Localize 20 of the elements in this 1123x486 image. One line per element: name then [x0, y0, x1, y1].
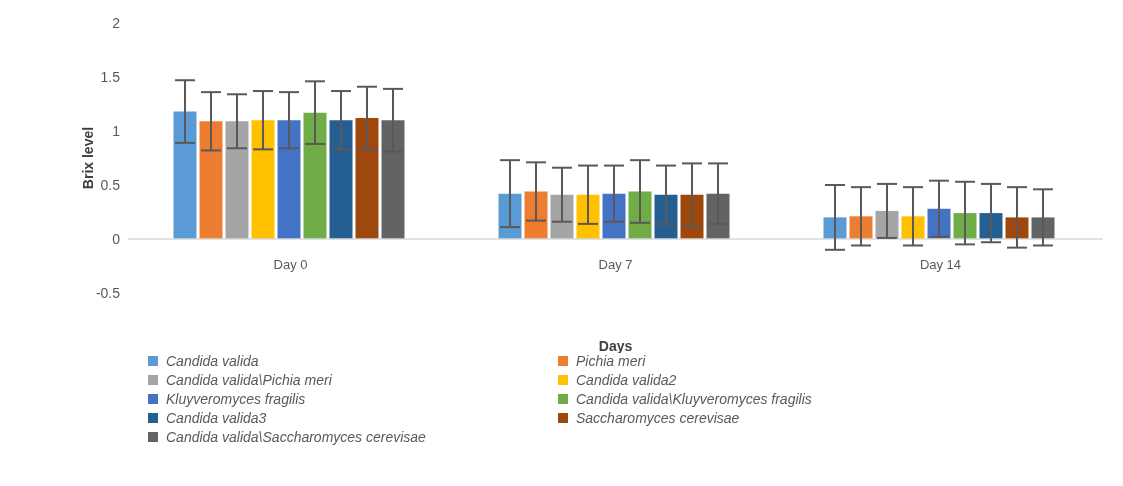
x-tick-label: Day 14: [919, 257, 962, 272]
legend-label: Candida valida\Pichia meri: [166, 372, 332, 388]
legend-label: Candida valida3: [166, 410, 267, 426]
y-tick-label: 0: [112, 230, 121, 247]
y-tick-label: -0.5: [95, 284, 121, 301]
y-tick-label: 0.5: [100, 176, 121, 193]
y-tick-label: 2: [112, 14, 121, 31]
legend-label: Kluyveromyces fragilis: [166, 391, 306, 407]
legend-label: Pichia meri: [576, 353, 646, 369]
legend-label: Saccharomyces cerevisae: [576, 410, 740, 426]
legend-label: Candida valida\Saccharomyces cerevisae: [166, 429, 426, 445]
y-tick-label: 1: [112, 122, 121, 139]
legend-label: Candida valida\Kluyveromyces fragilis: [576, 391, 812, 407]
legend-label: Candida valida2: [576, 372, 677, 388]
x-tick-label: Day 7: [598, 257, 633, 272]
x-axis-title: Days: [598, 338, 633, 354]
x-tick-label: Day 0: [273, 257, 308, 272]
y-axis-title: Brix level: [79, 126, 96, 190]
legend-label: Candida valida: [166, 353, 259, 369]
y-tick-label: 1.5: [100, 68, 121, 85]
